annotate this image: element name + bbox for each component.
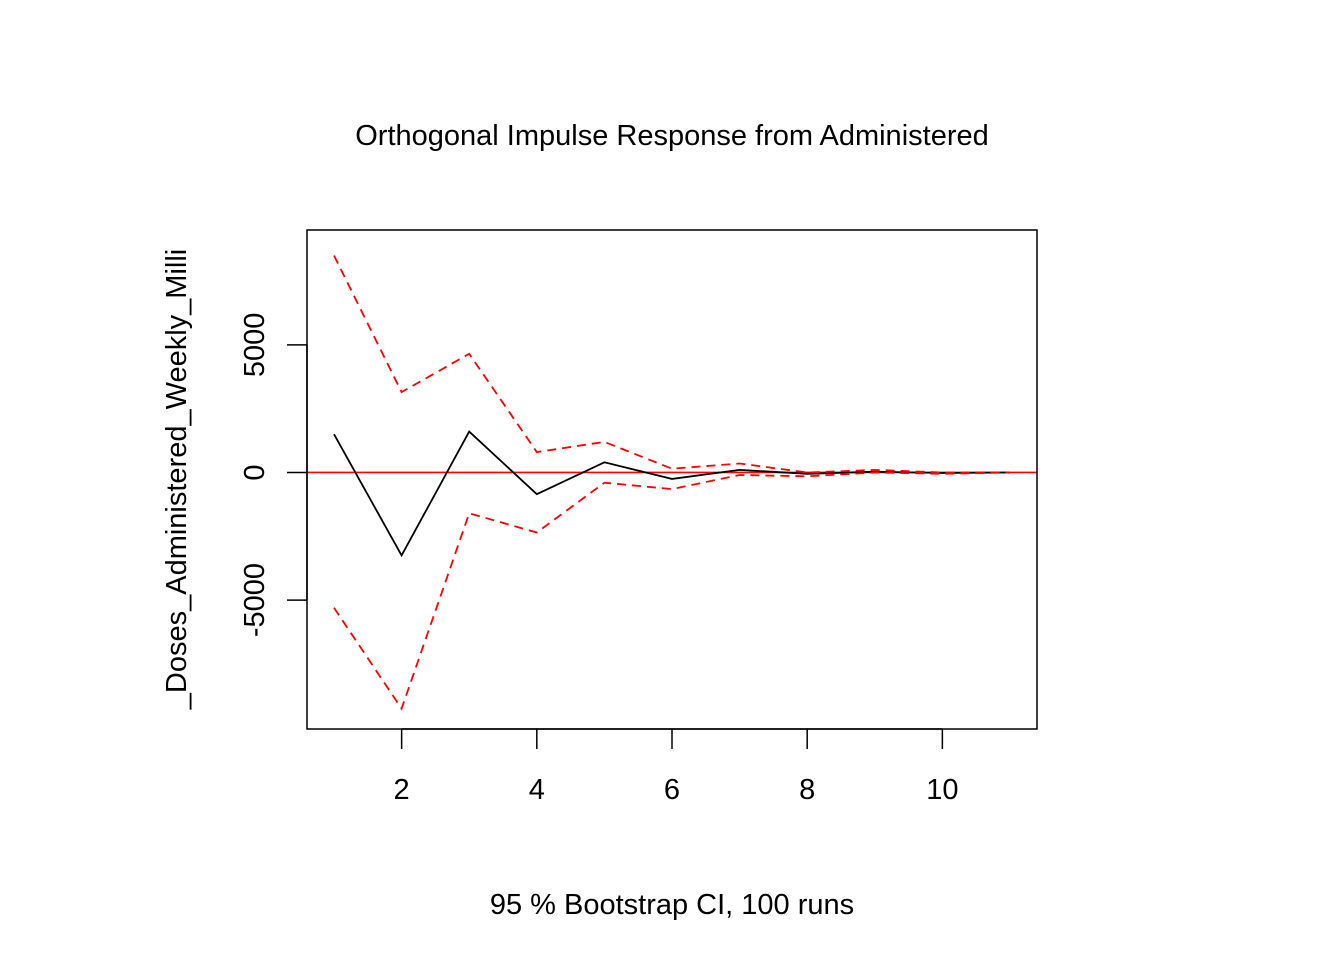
chart-title: Orthogonal Impulse Response from Adminis…	[355, 120, 988, 152]
x-tick-label-8: 8	[799, 774, 815, 806]
x-axis-label: 95 % Bootstrap CI, 100 runs	[490, 889, 854, 921]
y-axis-label: _Doses_Administered_Weekly_Milli	[161, 249, 193, 710]
y-tick-label-0: 0	[239, 464, 271, 480]
x-tick-label-2: 2	[394, 774, 410, 806]
x-tick-label-4: 4	[529, 774, 545, 806]
series-line-1	[333, 430, 1011, 558]
y-tick-label-5000: 5000	[239, 313, 271, 378]
plot-area	[307, 255, 1037, 711]
x-tick-label-6: 6	[664, 774, 680, 806]
y-axis: -5000 0 5000	[239, 313, 308, 637]
series-line-3	[333, 471, 1011, 711]
x-tick-label-10: 10	[926, 774, 958, 806]
x-axis: 2 4 6 8 10	[394, 728, 959, 806]
series-line-2	[333, 255, 1010, 474]
y-tick-label--5000: -5000	[239, 563, 271, 637]
